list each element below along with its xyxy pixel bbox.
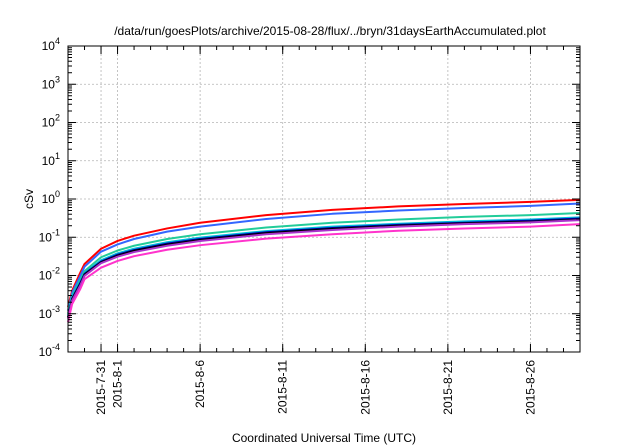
x-tick-label: 2015-7-31 [94, 360, 108, 415]
series-layer [67, 198, 581, 323]
x-tick-label: 2015-8-1 [111, 360, 125, 408]
y-tick-label: 103 [42, 74, 60, 91]
grid [68, 46, 580, 352]
y-axis-ticks: 10-4 10-3 10-2 10-1 100 101 102 103 104 [39, 36, 580, 359]
chart-title: /data/run/goesPlots/archive/2015-08-28/f… [114, 24, 546, 38]
y-tick-label: 10-4 [39, 342, 60, 359]
series-line-7 [67, 219, 581, 319]
series-line-4 [67, 216, 581, 316]
y-axis-label: cSv [22, 189, 36, 209]
y-tick-label: 101 [42, 151, 60, 168]
y-tick-label: 104 [42, 36, 60, 53]
y-tick-label: 100 [42, 189, 60, 206]
y-tick-label: 10-3 [39, 304, 60, 321]
x-tick-label: 2015-8-21 [441, 360, 455, 415]
series-line-1 [67, 198, 581, 308]
x-axis-label: Coordinated Universal Time (UTC) [232, 431, 416, 445]
x-tick-label: 2015-8-26 [523, 360, 537, 415]
y-tick-label: 102 [42, 113, 60, 130]
series-line-2 [67, 202, 581, 311]
x-tick-label: 2015-8-6 [193, 360, 207, 408]
series-line-8 [67, 223, 581, 323]
x-tick-label: 2015-8-16 [358, 360, 372, 415]
y-tick-label: 10-2 [39, 266, 60, 283]
y-tick-label: 10-1 [39, 227, 60, 244]
plot-frame [67, 45, 581, 353]
x-tick-label: 2015-8-11 [276, 360, 290, 414]
